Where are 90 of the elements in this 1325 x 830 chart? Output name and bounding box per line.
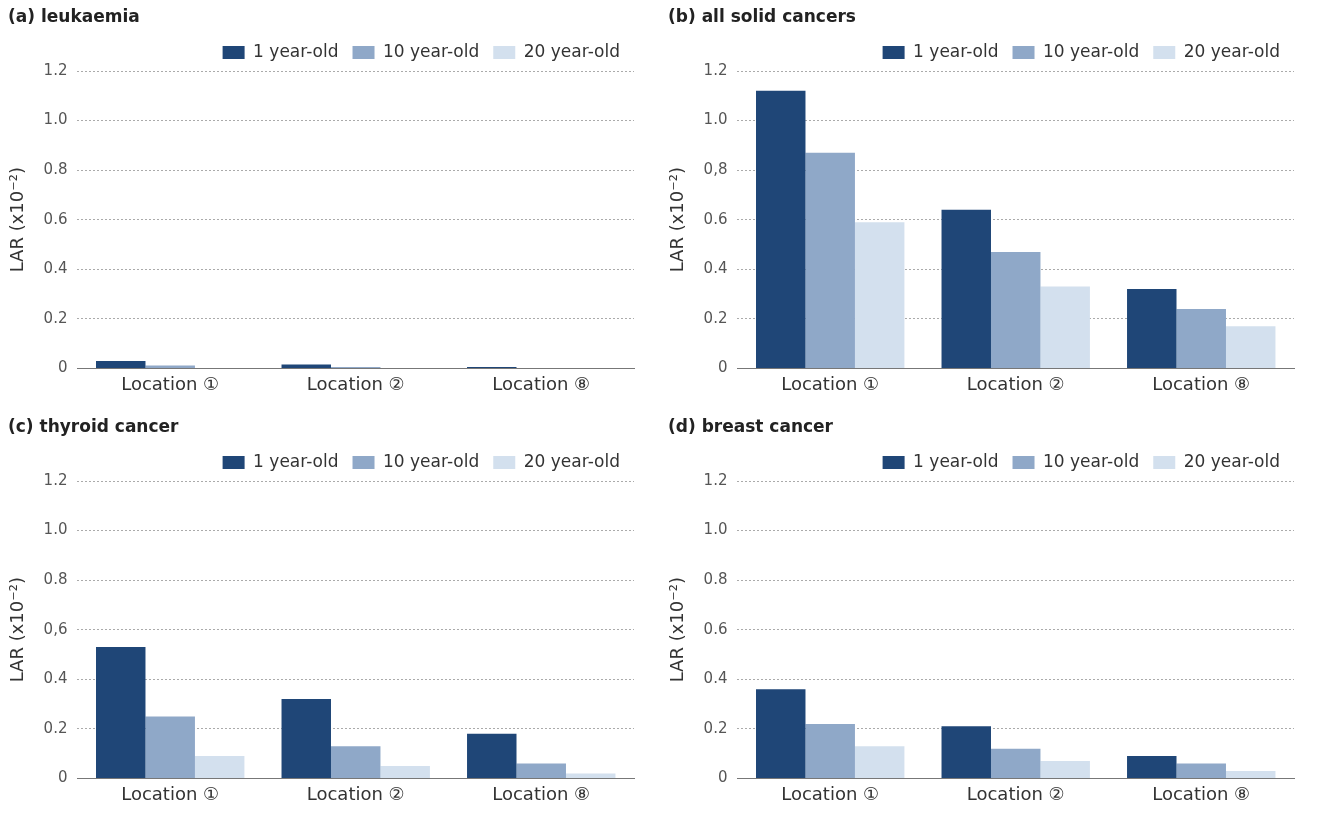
y-tick-label: 1.0 [43,520,68,539]
chart-title: (a) leukaemia [8,6,141,28]
y-tick-label: 0 [717,358,728,377]
y-axis-title: LAR (x10⁻²) [6,577,28,683]
bar [1225,770,1276,778]
y-axis-title: LAR (x10⁻²) [666,167,688,273]
y-tick-label: 0.2 [703,718,728,737]
bar [756,90,806,368]
chart-title: (b) all solid cancers [668,6,857,28]
y-tick-label: 0.8 [43,160,68,179]
legend-label: 10 year-old [383,40,480,61]
bar [990,251,1041,368]
bar [145,716,195,778]
y-tick-label: 0 [57,768,68,787]
bar [96,647,146,778]
y-tick-label: 0.4 [43,259,68,278]
bar [194,756,245,778]
y-tick-label: 0 [57,358,68,377]
bar [854,222,905,368]
y-tick-label: 0 [717,768,728,787]
legend-label: 10 year-old [383,450,480,471]
y-tick-label: 0.6 [703,209,728,228]
bar [1176,763,1226,778]
bar [281,699,331,778]
y-axis-title: LAR (x10⁻²) [666,577,688,683]
legend-label: 20 year-old [523,450,621,471]
bar [854,746,905,778]
x-tick-label: Location ⑧ [492,372,591,394]
legend-label: 10 year-old [1043,450,1140,471]
legend-label: 1 year-old [913,40,999,61]
y-tick-label: 0,6 [43,619,68,638]
bar [1127,756,1177,778]
bar [516,763,566,778]
bar [1127,289,1177,368]
bar [380,766,430,778]
bar [1040,286,1090,368]
y-tick-label: 0.4 [703,669,728,688]
x-tick-label: Location ② [306,372,405,394]
bar [1040,761,1090,778]
x-tick-label: Location ② [966,372,1065,394]
bar [96,360,146,368]
y-tick-label: 0.4 [43,669,68,688]
y-tick-label: 1.2 [703,60,728,79]
x-tick-label: Location ① [781,372,880,394]
y-tick-label: 0.2 [43,718,68,737]
bar [941,726,991,778]
bar [467,733,517,778]
legend-label: 20 year-old [1183,40,1281,61]
bar [756,689,806,778]
bar [990,748,1041,778]
bar [145,365,195,368]
bar [1176,308,1226,368]
y-tick-label: 1.0 [703,110,728,129]
legend-label: 20 year-old [1183,450,1281,471]
bar [1225,326,1276,368]
y-tick-label: 1.0 [43,110,68,129]
x-tick-label: Location ② [966,782,1065,804]
bar [565,773,616,778]
y-tick-label: 1.0 [703,520,728,539]
bar [805,723,855,778]
legend-label: 1 year-old [913,450,999,471]
x-tick-label: Location ⑧ [492,782,591,804]
y-tick-label: 0.6 [703,619,728,638]
x-tick-label: Location ② [306,782,405,804]
x-tick-label: Location ⑧ [1152,782,1251,804]
y-tick-label: 1.2 [703,470,728,489]
y-tick-label: 0.8 [43,570,68,589]
legend-label: 1 year-old [253,450,339,471]
y-tick-label: 1.2 [43,470,68,489]
bar [805,152,855,368]
legend-label: 1 year-old [253,40,339,61]
y-tick-label: 0.6 [43,209,68,228]
x-tick-label: Location ① [121,782,220,804]
y-tick-label: 0.4 [703,259,728,278]
y-tick-label: 0.2 [43,308,68,327]
y-tick-label: 0,8 [703,160,728,179]
legend-label: 20 year-old [523,40,621,61]
x-tick-label: Location ⑧ [1152,372,1251,394]
chart-title: (d) breast cancer [668,416,834,438]
legend-label: 10 year-old [1043,40,1140,61]
y-tick-label: 0.8 [703,570,728,589]
y-tick-label: 0.2 [703,308,728,327]
bar [281,364,331,368]
y-axis-title: LAR (x10⁻²) [6,167,28,273]
x-tick-label: Location ① [781,782,880,804]
bar [941,209,991,368]
bar [330,746,381,778]
x-tick-label: Location ① [121,372,220,394]
chart-title: (c) thyroid cancer [8,416,180,438]
y-tick-label: 1.2 [43,60,68,79]
